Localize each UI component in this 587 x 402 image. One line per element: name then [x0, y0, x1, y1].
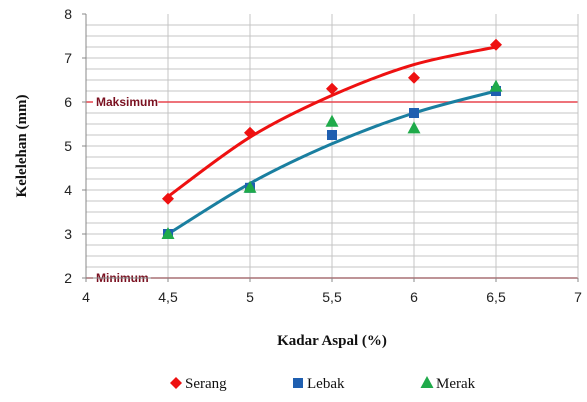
trendline-1	[167, 89, 497, 236]
trendline-0	[167, 45, 497, 198]
point-serang	[326, 82, 338, 95]
x-tick-label: 5,5	[322, 289, 342, 305]
x-tick-label: 4,5	[158, 289, 178, 305]
point-lebak	[327, 130, 337, 140]
legend-label-merak: Merak	[436, 376, 476, 392]
gridlines	[86, 14, 578, 278]
x-tick-label: 6,5	[486, 289, 506, 305]
legend-marker-lebak	[293, 378, 303, 388]
point-serang	[408, 71, 420, 84]
data-points	[161, 38, 503, 239]
reference-label-bg	[93, 94, 159, 109]
point-serang	[162, 192, 174, 205]
reference-label-maksimum: Maksimum	[96, 95, 158, 109]
legend-label-serang: Serang	[185, 376, 227, 392]
y-tick-label: 2	[64, 270, 72, 286]
legend: Serang Lebak Merak	[170, 376, 476, 392]
y-tick-label: 8	[64, 6, 72, 22]
point-lebak	[409, 108, 419, 118]
point-serang	[244, 126, 256, 139]
legend-marker-merak	[420, 376, 434, 388]
legend-label-lebak: Lebak	[307, 376, 345, 392]
x-axis-title: Kadar Aspal (%)	[277, 333, 387, 349]
y-tick-label: 7	[64, 50, 72, 66]
point-merak	[243, 180, 257, 193]
point-merak	[407, 121, 421, 134]
point-serang	[490, 38, 502, 51]
legend-marker-serang	[170, 377, 182, 389]
x-tick-labels: 4 4,5 5 5,5 6 6,5 7	[82, 278, 582, 305]
x-tick-label: 5	[246, 289, 254, 305]
x-tick-label: 6	[410, 289, 418, 305]
x-tick-label: 7	[574, 289, 582, 305]
trendlines	[167, 45, 497, 236]
y-tick-label: 5	[64, 138, 72, 154]
point-merak	[325, 114, 339, 127]
point-merak	[161, 227, 175, 239]
y-tick-label: 6	[64, 94, 72, 110]
x-tick-label: 4	[82, 289, 90, 305]
y-tick-labels: 2 3 4 5 6 7 8	[64, 6, 86, 286]
y-axis-title: Kelelehan (mm)	[14, 95, 30, 198]
y-tick-label: 4	[64, 182, 72, 198]
y-tick-label: 3	[64, 226, 72, 242]
point-merak	[489, 79, 503, 92]
